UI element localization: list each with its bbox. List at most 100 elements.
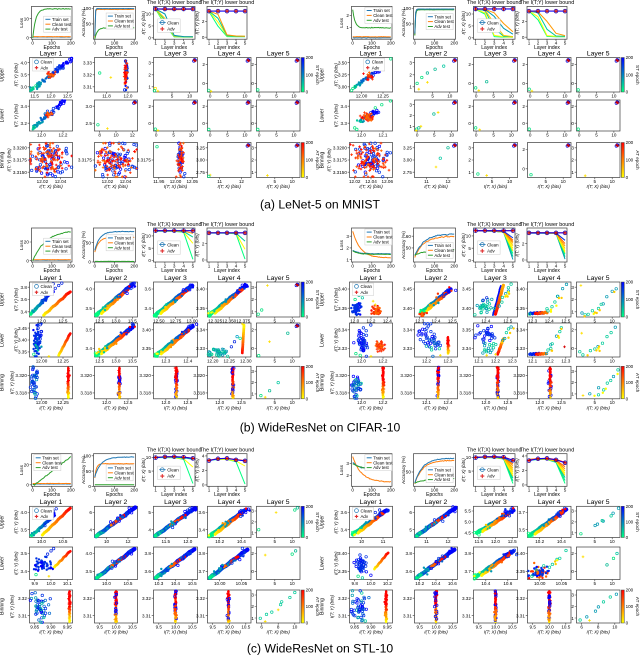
- svg-text:11: 11: [424, 179, 429, 184]
- svg-text:Binning: Binning: [320, 598, 326, 615]
- svg-text:4.0: 4.0: [86, 551, 93, 556]
- svg-text:3.5: 3.5: [21, 73, 28, 78]
- svg-text:100: 100: [83, 454, 91, 459]
- svg-text:Adv test: Adv test: [114, 475, 130, 480]
- svg-text:Loss: Loss: [19, 17, 24, 28]
- svg-text:3.32: 3.32: [516, 596, 525, 601]
- svg-text:0: 0: [468, 258, 471, 263]
- svg-text:12.0: 12.0: [535, 400, 544, 405]
- svg-text:0: 0: [522, 258, 525, 263]
- svg-text:I(T; X) (bits): I(T; X) (bits): [359, 405, 383, 410]
- svg-text:2: 2: [202, 19, 205, 24]
- svg-text:5: 5: [192, 41, 195, 46]
- svg-text:10: 10: [466, 12, 472, 17]
- svg-text:Layer index: Layer index: [481, 268, 507, 274]
- svg-text:Clean: Clean: [372, 60, 384, 65]
- svg-text:1: 1: [154, 41, 157, 46]
- svg-text:Upper: Upper: [320, 68, 326, 82]
- svg-text:3.25: 3.25: [196, 145, 205, 150]
- svg-text:10.0: 10.0: [432, 624, 441, 629]
- svg-text:3.7: 3.7: [465, 569, 472, 574]
- svg-text:8: 8: [277, 624, 280, 629]
- svg-text:10.5: 10.5: [128, 624, 137, 629]
- svg-text:3: 3: [251, 593, 254, 598]
- svg-text:10.5: 10.5: [188, 581, 197, 586]
- svg-text:11: 11: [217, 179, 222, 184]
- svg-text:10: 10: [611, 93, 617, 98]
- svg-text:Lower: Lower: [0, 333, 6, 347]
- svg-text:12.02: 12.02: [349, 179, 361, 184]
- svg-text:I(T; Y) (bits): I(T; Y) (bits): [14, 103, 19, 127]
- svg-text:11: 11: [381, 539, 386, 544]
- svg-text:Adv test: Adv test: [114, 245, 130, 250]
- svg-text:0: 0: [626, 175, 629, 180]
- svg-text:Clean: Clean: [167, 468, 179, 473]
- svg-text:0: 0: [88, 260, 91, 265]
- svg-text:5: 5: [492, 132, 495, 137]
- svg-text:3.320: 3.320: [400, 373, 412, 378]
- svg-text:0: 0: [202, 483, 205, 488]
- svg-text:3.45: 3.45: [18, 326, 27, 331]
- svg-text:I(T; X) (bits): I(T; X) (bits): [586, 405, 610, 410]
- svg-text:I(T; X) (bits): I(T; X) (bits): [141, 458, 146, 482]
- svg-text:12.25: 12.25: [57, 400, 69, 405]
- svg-text:Binning: Binning: [0, 151, 6, 168]
- svg-text:12.00: 12.00: [36, 400, 48, 405]
- svg-text:12.75: 12.75: [170, 318, 182, 323]
- svg-text:5: 5: [148, 469, 151, 474]
- svg-text:3.3200: 3.3200: [13, 145, 27, 150]
- svg-text:Adv: Adv: [41, 66, 49, 71]
- svg-text:0: 0: [31, 41, 34, 46]
- svg-text:4: 4: [89, 527, 92, 532]
- svg-text:Lower: Lower: [0, 108, 6, 122]
- svg-text:10.0: 10.0: [102, 581, 111, 586]
- svg-text:12.50: 12.50: [153, 318, 165, 323]
- svg-text:3.320: 3.320: [15, 373, 27, 378]
- svg-text:12.0: 12.0: [215, 400, 224, 405]
- svg-text:Accuracy (%): Accuracy (%): [401, 456, 406, 484]
- svg-text:Layer 4: Layer 4: [218, 275, 241, 282]
- svg-text:I(T; X) (bits): I(T; X) (bits): [484, 630, 508, 635]
- svg-text:5.0: 5.0: [465, 520, 472, 525]
- svg-text:I(T; X) (bits): I(T; X) (bits): [164, 630, 188, 635]
- svg-text:200: 200: [450, 488, 458, 493]
- svg-text:12.00: 12.00: [36, 358, 48, 363]
- svg-text:The I(T;X) lower bound: The I(T;X) lower bound: [147, 0, 202, 6]
- svg-text:3.33: 3.33: [338, 346, 347, 351]
- svg-text:I(T; Y) (bits): I(T; Y) (bits): [7, 148, 12, 172]
- svg-text:10: 10: [291, 93, 297, 98]
- svg-text:3.0: 3.0: [21, 85, 28, 90]
- svg-text:10.4: 10.4: [557, 539, 566, 544]
- svg-text:3.33: 3.33: [196, 346, 205, 351]
- svg-text:5: 5: [594, 400, 597, 405]
- svg-text:4: 4: [555, 488, 558, 493]
- svg-text:12.02: 12.02: [102, 179, 114, 184]
- svg-text:3.4: 3.4: [145, 306, 152, 311]
- svg-text:3.32: 3.32: [83, 596, 92, 601]
- svg-text:3.32: 3.32: [18, 596, 27, 601]
- svg-text:9.90: 9.90: [367, 624, 376, 629]
- svg-text:3: 3: [173, 488, 176, 493]
- svg-text:10.5: 10.5: [241, 624, 250, 629]
- svg-text:I(T; X) (bits): I(T; X) (bits): [461, 458, 466, 482]
- svg-text:12.0: 12.0: [47, 93, 56, 98]
- svg-text:1: 1: [409, 124, 412, 129]
- svg-text:Upper: Upper: [0, 292, 6, 306]
- svg-text:0: 0: [31, 263, 34, 268]
- svg-text:200: 200: [306, 140, 314, 145]
- svg-text:3.31: 3.31: [338, 613, 347, 618]
- svg-text:10: 10: [290, 400, 296, 405]
- svg-text:5: 5: [148, 246, 151, 251]
- svg-text:Adv: Adv: [361, 514, 369, 519]
- svg-text:50: 50: [406, 246, 412, 251]
- svg-text:3.318: 3.318: [335, 391, 347, 396]
- svg-text:0: 0: [26, 483, 29, 488]
- svg-text:0: 0: [571, 81, 574, 86]
- svg-text:12.3: 12.3: [508, 358, 517, 363]
- svg-text:AT epoch: AT epoch: [635, 150, 640, 170]
- svg-text:Upper: Upper: [0, 515, 6, 529]
- svg-text:4.0: 4.0: [86, 287, 93, 292]
- svg-text:3.320: 3.320: [335, 373, 347, 378]
- svg-text:12.0: 12.0: [357, 132, 366, 137]
- svg-text:4: 4: [502, 41, 505, 46]
